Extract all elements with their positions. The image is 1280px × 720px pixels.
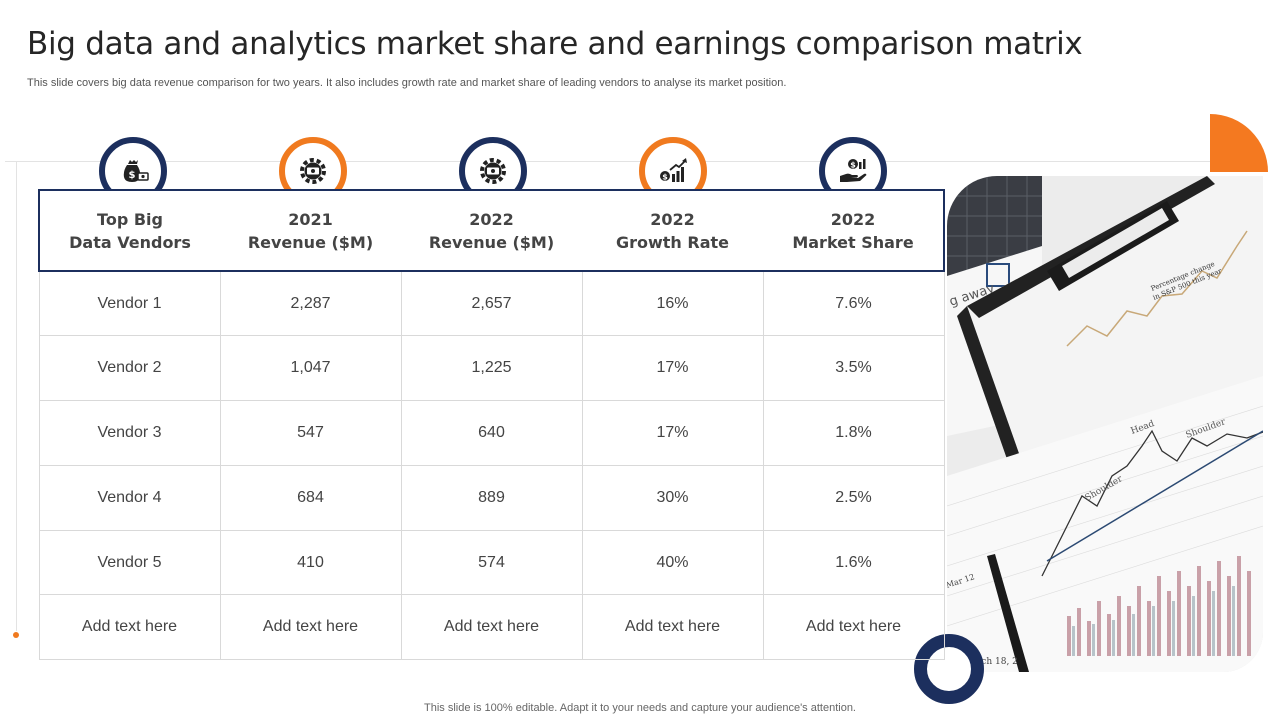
table-row: Vendor 4 684 889 30% 2.5%: [38, 464, 945, 531]
svg-text:$: $: [129, 170, 136, 181]
market-share-cell: 2.5%: [762, 464, 945, 531]
comparison-matrix: Top Big Data Vendors 2021 Revenue ($M) 202…: [38, 189, 945, 661]
placeholder-cell: Add text here: [400, 594, 583, 661]
market-share-cell: 1.8%: [762, 400, 945, 466]
vendor-cell: Vendor 3: [38, 400, 221, 466]
growth-rate-cell: 30%: [581, 464, 764, 531]
table-row: Vendor 2 1,047 1,225 17% 3.5%: [38, 335, 945, 402]
vendor-cell: Vendor 1: [38, 270, 221, 337]
market-share-cell: 1.6%: [762, 529, 945, 596]
growth-rate-cell: 16%: [581, 270, 764, 337]
revenue-2021-cell: 547: [219, 400, 402, 466]
slide-subtitle: This slide covers big data revenue compa…: [27, 77, 787, 89]
slide-footer: This slide is 100% editable. Adapt it to…: [424, 702, 856, 714]
growth-rate-cell: 17%: [581, 335, 764, 402]
revenue-2022-cell: 640: [400, 400, 583, 466]
vendor-cell: Vendor 2: [38, 335, 221, 402]
placeholder-cell: Add text here: [581, 594, 764, 661]
orange-corner-shape: [1210, 114, 1268, 172]
growth-rate-cell: 17%: [581, 400, 764, 466]
column-header-revenue-2022: 2022 Revenue ($M): [401, 189, 582, 272]
revenue-2022-cell: 889: [400, 464, 583, 531]
market-share-cell: 7.6%: [762, 270, 945, 337]
placeholder-cell: Add text here: [219, 594, 402, 661]
market-share-cell: 3.5%: [762, 335, 945, 402]
revenue-2022-cell: 574: [400, 529, 583, 596]
revenue-2021-cell: 684: [219, 464, 402, 531]
revenue-2021-cell: 2,287: [219, 270, 402, 337]
placeholder-cell: Add text here: [38, 594, 221, 661]
svg-text:$: $: [850, 161, 856, 170]
table-row: Vendor 3 547 640 17% 1.8%: [38, 400, 945, 466]
comparison-table: Top Big Data Vendors 2021 Revenue ($M) 202…: [38, 189, 945, 661]
svg-text:$: $: [662, 173, 668, 182]
slide-title: Big data and analytics market share and …: [27, 26, 1083, 62]
column-header-market-share: 2022 Market Share: [763, 189, 945, 272]
photo-text-march: rch 18, 2: [977, 657, 1018, 667]
revenue-2021-cell: 1,047: [219, 335, 402, 402]
vendor-cell: Vendor 5: [38, 529, 221, 596]
table-row: Add text here Add text here Add text her…: [38, 594, 945, 661]
revenue-2022-cell: 1,225: [400, 335, 583, 402]
accent-dot: [13, 632, 19, 638]
table-row: Vendor 5 410 574 40% 1.6%: [38, 529, 945, 596]
column-header-vendors: Top Big Data Vendors: [38, 189, 220, 272]
guide-line-vertical: [16, 161, 17, 631]
table-row: Vendor 1 2,287 2,657 16% 7.6%: [38, 270, 945, 337]
guide-line-horizontal: [5, 161, 1210, 162]
table-header-row: Top Big Data Vendors 2021 Revenue ($M) 202…: [38, 189, 945, 272]
growth-rate-cell: 40%: [581, 529, 764, 596]
stock-chart-photo: g away Percentage change in S&P 500 this…: [947, 176, 1263, 672]
column-header-revenue-2021: 2021 Revenue ($M): [220, 189, 401, 272]
placeholder-cell: Add text here: [762, 594, 945, 661]
revenue-2021-cell: 410: [219, 529, 402, 596]
revenue-2022-cell: 2,657: [400, 270, 583, 337]
column-header-growth-rate: 2022 Growth Rate: [582, 189, 763, 272]
vendor-cell: Vendor 4: [38, 464, 221, 531]
